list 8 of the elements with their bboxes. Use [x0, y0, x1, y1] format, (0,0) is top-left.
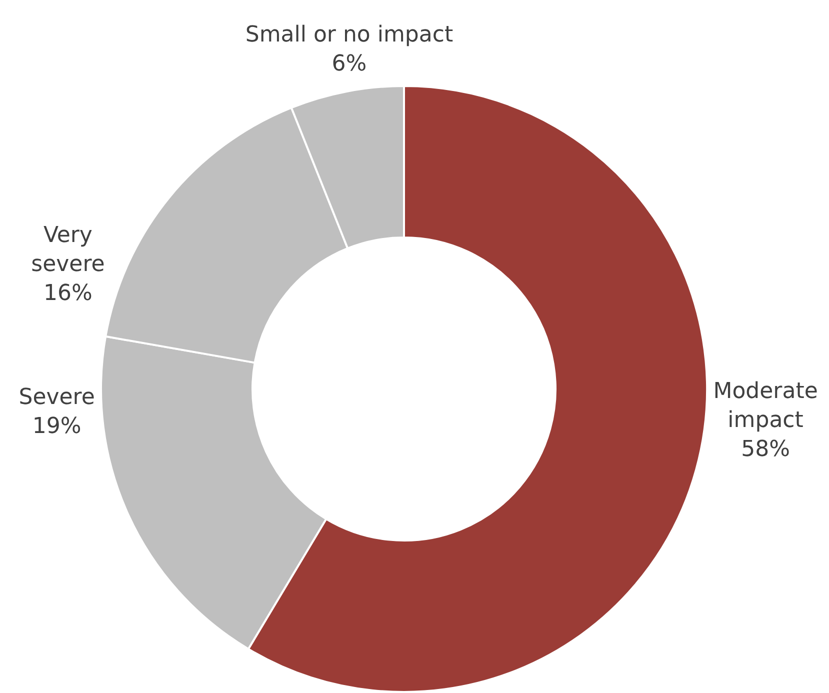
- data-label: 19%: [32, 414, 82, 440]
- data-label: 16%: [44, 281, 92, 306]
- slice-label: Moderate impact: [713, 379, 818, 434]
- data-label: 58%: [741, 437, 790, 462]
- data-label: 6%: [332, 52, 367, 77]
- slice-label: Very severe: [31, 223, 105, 278]
- slice-label: Severe: [18, 385, 95, 410]
- slice-label: Small or no impact: [245, 22, 454, 48]
